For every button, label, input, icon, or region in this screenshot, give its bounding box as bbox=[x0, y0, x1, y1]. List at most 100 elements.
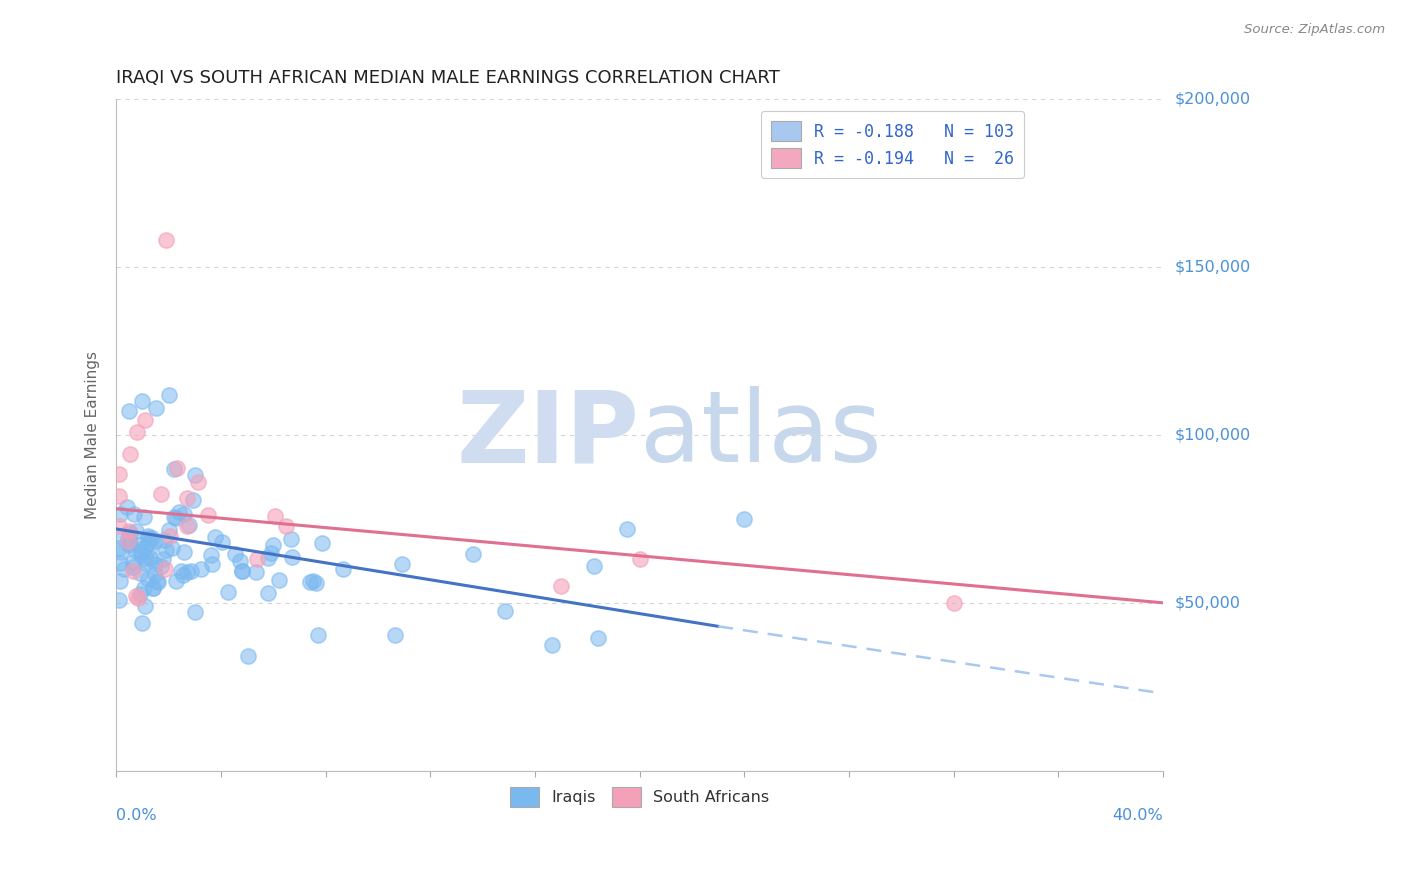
Point bbox=[184, 605, 207, 619]
Point bbox=[117, 532, 139, 546]
Point bbox=[733, 512, 755, 526]
Point bbox=[257, 551, 280, 566]
Point bbox=[942, 596, 965, 610]
Text: ZIP: ZIP bbox=[457, 386, 640, 483]
Point bbox=[162, 541, 184, 555]
Point bbox=[197, 508, 219, 522]
Point bbox=[134, 413, 156, 427]
Point bbox=[127, 591, 149, 605]
Point bbox=[143, 558, 166, 572]
Point bbox=[124, 544, 146, 558]
Point bbox=[141, 531, 163, 545]
Point bbox=[173, 545, 195, 559]
Point bbox=[131, 616, 153, 631]
Point bbox=[257, 585, 280, 599]
Point bbox=[583, 558, 606, 573]
Text: IRAQI VS SOUTH AFRICAN MEDIAN MALE EARNINGS CORRELATION CHART: IRAQI VS SOUTH AFRICAN MEDIAN MALE EARNI… bbox=[117, 69, 780, 87]
Point bbox=[231, 564, 253, 578]
Text: $50,000: $50,000 bbox=[1174, 595, 1240, 610]
Point bbox=[128, 538, 150, 552]
Point bbox=[176, 565, 198, 579]
Point bbox=[142, 581, 165, 595]
Point bbox=[118, 535, 141, 549]
Point bbox=[224, 547, 246, 561]
Point bbox=[110, 545, 132, 559]
Point bbox=[187, 475, 209, 490]
Point bbox=[305, 576, 328, 591]
Point bbox=[134, 556, 156, 570]
Point bbox=[139, 551, 162, 566]
Point bbox=[108, 541, 131, 555]
Point bbox=[108, 519, 131, 533]
Text: $150,000: $150,000 bbox=[1174, 260, 1250, 275]
Point bbox=[122, 560, 145, 574]
Point bbox=[136, 572, 159, 586]
Point bbox=[586, 631, 609, 645]
Point bbox=[112, 562, 135, 576]
Point bbox=[173, 507, 195, 521]
Point bbox=[165, 574, 187, 589]
Point bbox=[127, 425, 149, 439]
Point bbox=[217, 584, 239, 599]
Point bbox=[108, 467, 131, 482]
Point bbox=[170, 564, 193, 578]
Point bbox=[461, 547, 484, 561]
Point bbox=[110, 556, 132, 570]
Point bbox=[118, 538, 141, 552]
Text: 0.0%: 0.0% bbox=[117, 807, 157, 822]
Point bbox=[138, 531, 160, 545]
Point bbox=[143, 534, 166, 549]
Point bbox=[177, 518, 200, 533]
Point bbox=[299, 574, 322, 589]
Point bbox=[190, 562, 212, 576]
Point bbox=[176, 491, 198, 505]
Point bbox=[302, 574, 325, 588]
Point bbox=[134, 541, 156, 555]
Point bbox=[311, 536, 333, 550]
Point bbox=[384, 628, 406, 642]
Point bbox=[262, 537, 284, 551]
Point bbox=[229, 554, 252, 568]
Point bbox=[108, 593, 131, 607]
Point bbox=[115, 500, 138, 515]
Text: Source: ZipAtlas.com: Source: ZipAtlas.com bbox=[1244, 23, 1385, 37]
Point bbox=[134, 599, 156, 614]
Point bbox=[159, 529, 181, 543]
Point bbox=[245, 552, 267, 566]
Point bbox=[120, 447, 142, 461]
Point bbox=[129, 549, 152, 563]
Point bbox=[616, 522, 638, 536]
Legend: Iraqis, South Africans: Iraqis, South Africans bbox=[503, 780, 776, 814]
Point bbox=[129, 587, 152, 601]
Point bbox=[245, 565, 267, 579]
Point bbox=[280, 533, 302, 547]
Point bbox=[307, 628, 329, 642]
Point bbox=[108, 574, 131, 588]
Point bbox=[118, 404, 141, 418]
Point bbox=[236, 649, 259, 664]
Point bbox=[204, 530, 226, 544]
Point bbox=[138, 541, 160, 556]
Point bbox=[131, 545, 153, 559]
Point bbox=[141, 581, 163, 595]
Y-axis label: Median Male Earnings: Median Male Earnings bbox=[86, 351, 100, 519]
Point bbox=[628, 552, 651, 566]
Point bbox=[211, 534, 233, 549]
Point bbox=[163, 510, 186, 524]
Point bbox=[157, 523, 180, 537]
Text: $100,000: $100,000 bbox=[1174, 427, 1250, 442]
Point bbox=[117, 534, 139, 549]
Point bbox=[136, 529, 159, 543]
Point bbox=[280, 550, 302, 565]
Point bbox=[157, 387, 180, 401]
Point bbox=[200, 557, 222, 571]
Point bbox=[149, 559, 172, 574]
Point bbox=[180, 564, 202, 578]
Text: 40.0%: 40.0% bbox=[1112, 807, 1163, 822]
Point bbox=[166, 460, 188, 475]
Point bbox=[131, 394, 153, 409]
Point bbox=[135, 551, 157, 566]
Point bbox=[163, 461, 186, 475]
Point bbox=[134, 582, 156, 596]
Point bbox=[541, 638, 564, 652]
